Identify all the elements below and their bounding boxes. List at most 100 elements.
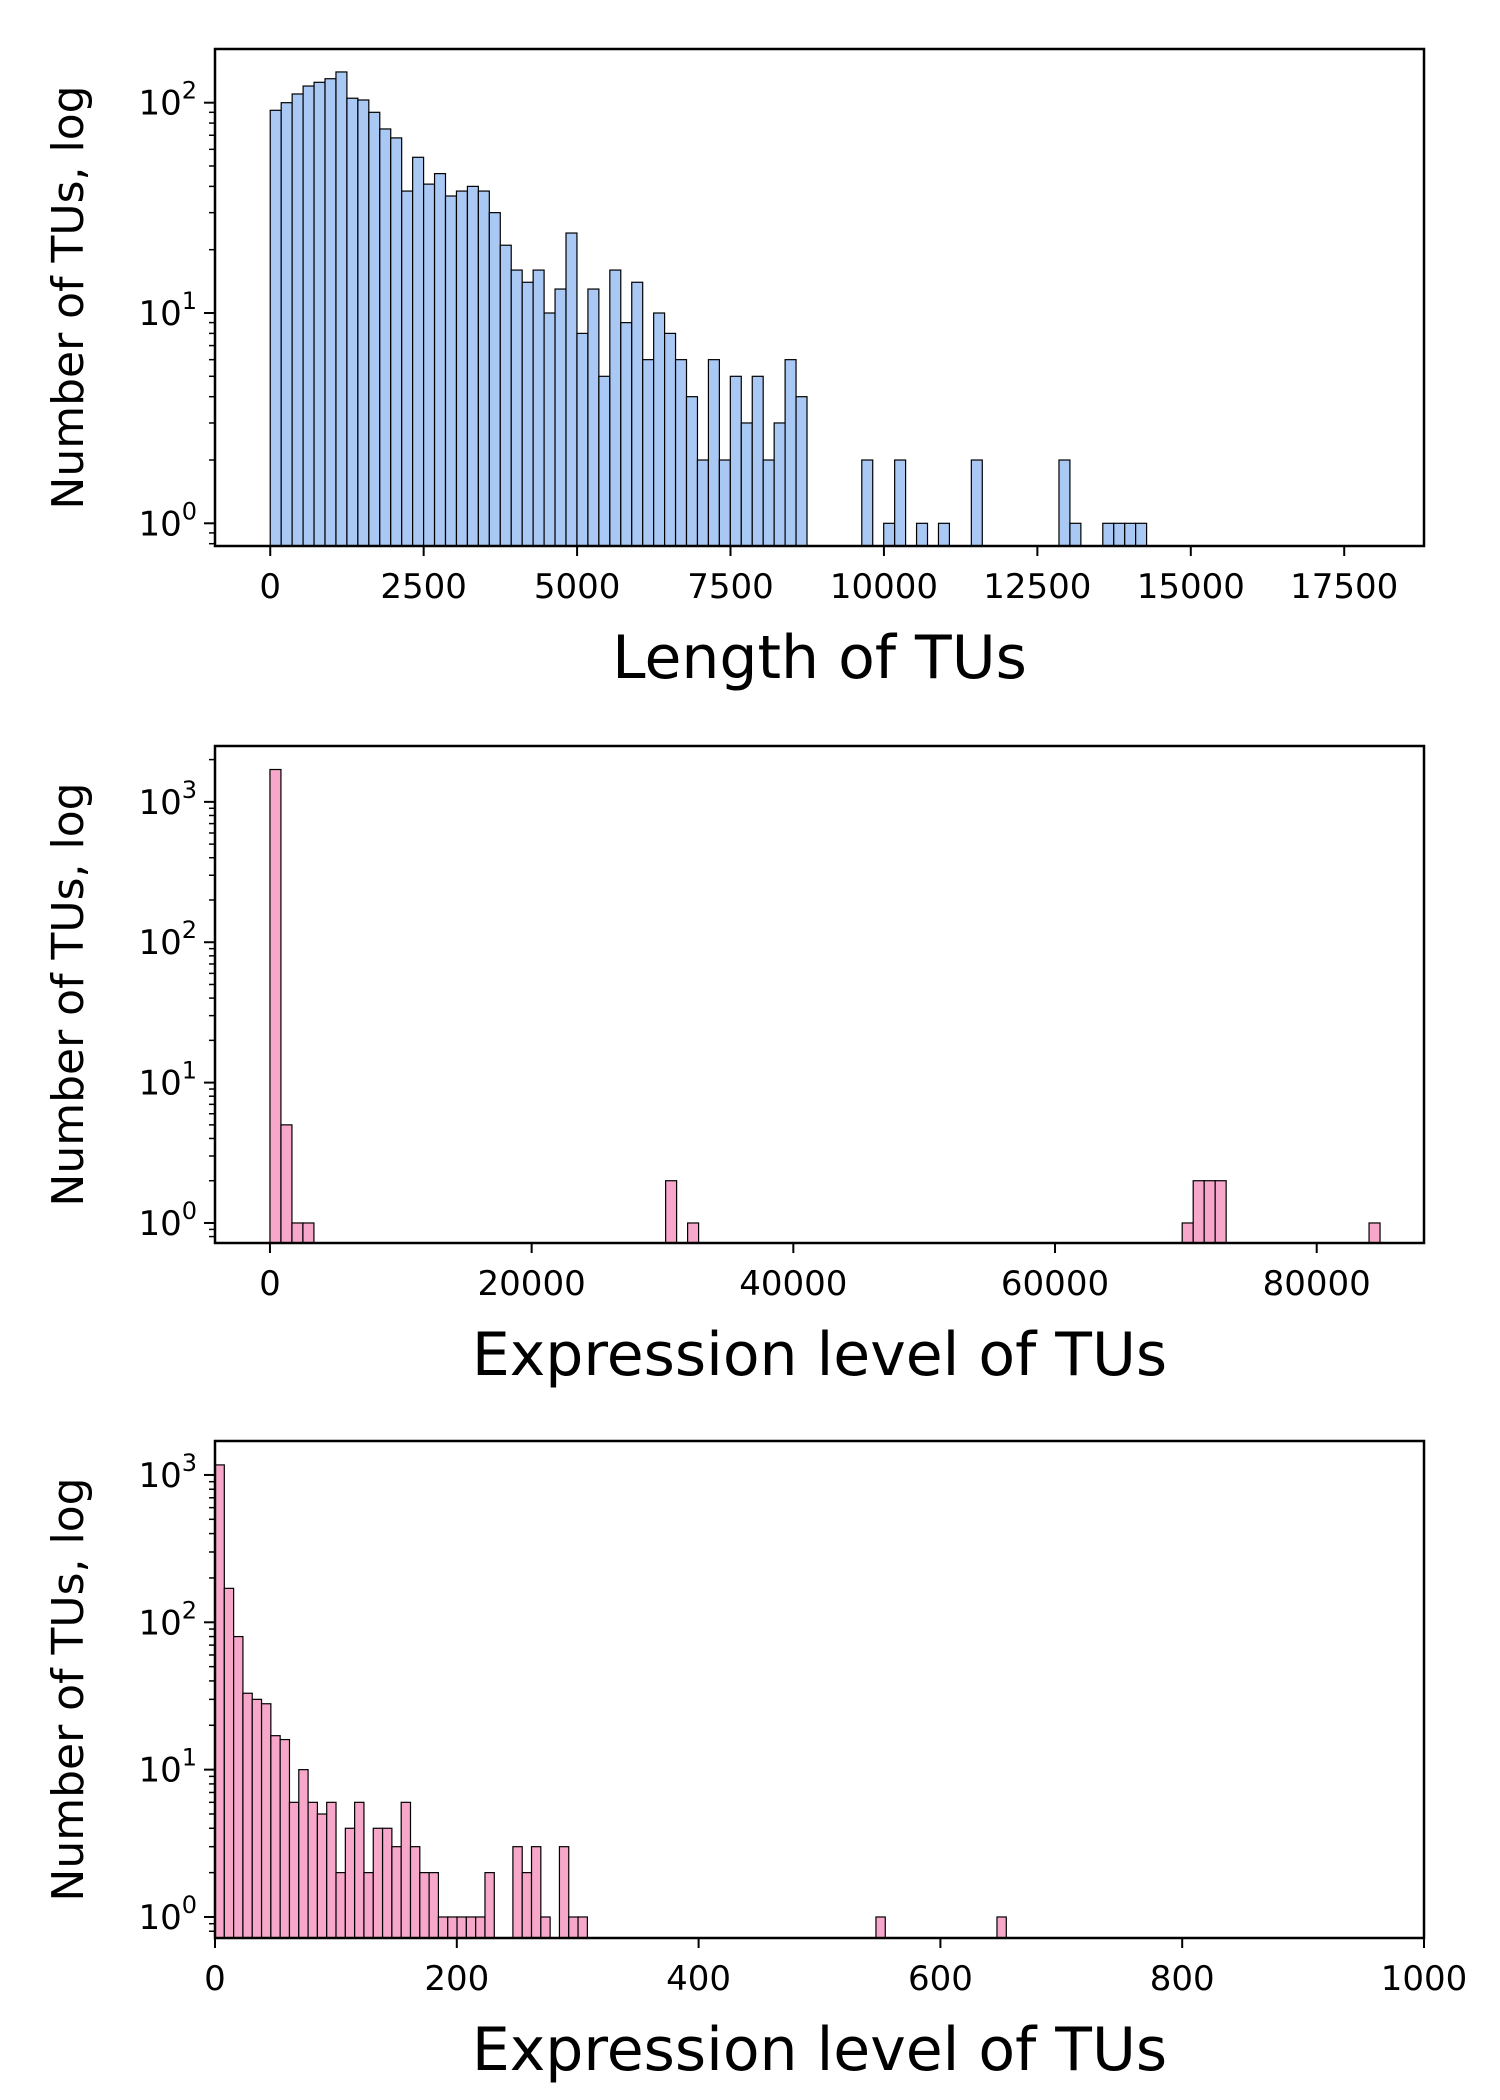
y-tick-label: 102 — [138, 77, 197, 124]
x-tick-label: 17500 — [1290, 567, 1398, 607]
x-tick-label: 0 — [259, 1264, 281, 1304]
chart-1-plot-frame — [213, 47, 1426, 548]
x-tick-label: 15000 — [1137, 567, 1245, 607]
histogram-bar — [455, 190, 469, 547]
histogram-bar — [1113, 522, 1126, 547]
histogram-bar — [433, 173, 447, 547]
histogram-bar — [298, 1769, 309, 1939]
x-tick-label: 1000 — [1381, 1959, 1468, 1999]
histogram-bar — [302, 1222, 315, 1244]
y-tick-label: 100 — [138, 497, 197, 544]
chart-2-plot-frame — [213, 744, 1426, 1245]
histogram-bar — [269, 768, 282, 1244]
histogram-bar — [466, 185, 479, 547]
chart-2-y-axis: 100 101 102 103 — [138, 758, 215, 1244]
histogram-bar — [477, 190, 490, 547]
histogram-bar — [456, 1916, 467, 1939]
histogram-bar — [291, 1222, 304, 1244]
histogram-bar — [354, 1801, 365, 1939]
chart-2-x-axis-label: Expression level of TUs — [472, 1320, 1167, 1390]
histogram-bar — [302, 85, 315, 547]
histogram-bar — [269, 109, 282, 547]
x-tick-label: 20000 — [478, 1264, 586, 1304]
histogram-bar — [379, 128, 392, 547]
histogram-bar — [609, 269, 622, 547]
histogram-bar — [251, 1698, 263, 1939]
x-tick-label: 200 — [424, 1959, 489, 1999]
histogram-bar — [1069, 522, 1082, 547]
histogram-bar — [875, 1916, 886, 1939]
histogram-bar — [521, 281, 534, 547]
histogram-bar — [242, 1692, 253, 1939]
histogram-bar — [510, 269, 523, 547]
histogram-bar — [214, 1464, 225, 1939]
histogram-bar — [1368, 1222, 1381, 1244]
histogram-bar — [620, 322, 633, 547]
histogram-bar — [291, 93, 304, 547]
histogram-bar — [428, 1872, 440, 1939]
histogram-bar — [412, 156, 425, 547]
histogram-bar — [368, 111, 381, 547]
x-tick-label: 2500 — [380, 567, 467, 607]
histogram-bar — [372, 1827, 384, 1939]
histogram-bar — [543, 312, 556, 547]
chart-3-plot-frame — [213, 1439, 1426, 1940]
histogram-bar — [465, 1916, 477, 1939]
histogram-bar — [313, 81, 326, 547]
x-tick-label: 7500 — [687, 567, 774, 607]
histogram-bar — [419, 1872, 430, 1939]
chart-3: 0 200 400 600 800 1000 100 101 102 103 Expressio… — [43, 1439, 1468, 2085]
histogram-bar — [346, 97, 359, 547]
x-tick-label: 80000 — [1263, 1264, 1371, 1304]
histogram-bar — [861, 459, 874, 547]
chart-1: 0 2500 5000 7500 10000 12500 15000 17500 100 101… — [43, 47, 1426, 693]
histogram-bar — [288, 1801, 300, 1939]
histogram-bar — [970, 459, 983, 547]
histogram-bar — [696, 459, 710, 547]
chart-1-bars — [269, 71, 1148, 547]
histogram-bar — [475, 1916, 486, 1939]
histogram-bar — [437, 1916, 449, 1939]
chart-1-y-axis-label: Number of TUs, log — [43, 85, 94, 509]
histogram-bar — [381, 1827, 393, 1939]
y-tick-label: 100 — [138, 1891, 197, 1938]
histogram-bar — [751, 375, 764, 547]
histogram-bar — [558, 1846, 570, 1939]
histogram-bar — [729, 375, 742, 547]
chart-2-bars — [269, 768, 1381, 1244]
y-tick-label: 100 — [138, 1197, 197, 1244]
histogram-bar — [587, 288, 600, 547]
x-tick-label: 400 — [666, 1959, 731, 1999]
histogram-bar — [1124, 522, 1137, 547]
histogram-bar — [316, 1813, 328, 1939]
histogram-bar — [324, 78, 337, 547]
histogram-bar — [280, 1124, 293, 1244]
histogram-bar — [540, 1916, 551, 1939]
histogram-bar — [674, 359, 688, 547]
histogram-bar — [642, 359, 655, 547]
histogram-bar — [795, 396, 808, 547]
histogram-bar — [444, 195, 458, 547]
y-tick-label: 103 — [138, 776, 197, 823]
chart-3-y-axis-label: Number of TUs, log — [43, 1477, 94, 1901]
y-tick-label: 103 — [138, 1449, 197, 1496]
y-tick-label: 102 — [138, 1596, 197, 1643]
y-tick-label: 101 — [138, 1057, 197, 1104]
histogram-bar — [233, 1635, 244, 1939]
histogram-bar — [521, 1872, 533, 1939]
histogram-bar — [773, 422, 786, 547]
chart-1-x-axis: 0 2500 5000 7500 10000 12500 15000 17500 — [259, 546, 1398, 607]
x-tick-label: 60000 — [1001, 1264, 1109, 1304]
chart-3-x-axis-label: Expression level of TUs — [472, 2015, 1167, 2085]
histogram-bar — [565, 232, 578, 547]
histogram-bar — [996, 1916, 1007, 1939]
histogram-bar — [423, 183, 436, 547]
histogram-bar — [280, 102, 293, 547]
histogram-bar — [484, 1872, 495, 1939]
chart-1-y-axis: 100 101 102 — [138, 77, 215, 545]
y-tick-label: 101 — [138, 287, 197, 334]
histogram-bar — [335, 71, 348, 547]
histogram-bar — [307, 1801, 318, 1939]
histogram-bar — [1181, 1222, 1194, 1244]
x-tick-label: 40000 — [739, 1264, 847, 1304]
